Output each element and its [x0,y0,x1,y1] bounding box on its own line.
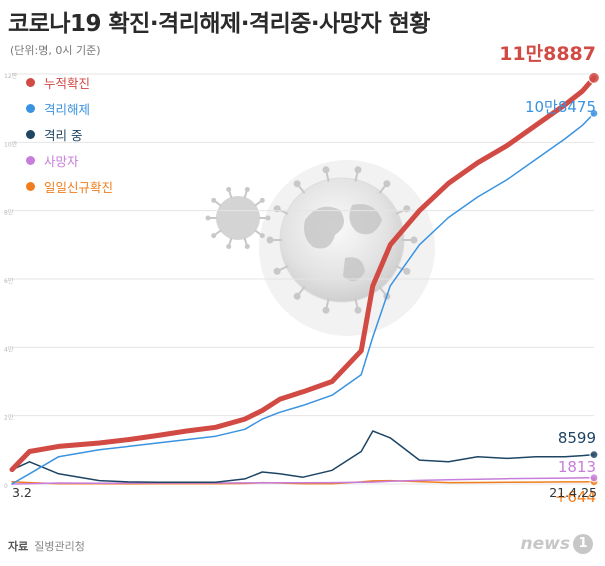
series-line [11,477,595,485]
virus-spike-tip [273,267,281,275]
series-end-label: +644 [555,488,596,506]
virus-spike-tip [259,233,265,239]
series-end-label: 11만8887 [499,43,596,65]
virus-spike-tip [322,306,330,314]
virus-spike-tip [273,205,281,213]
series-end-point [589,450,599,460]
virus-spike-tip [403,267,411,275]
legend-label: 격리해제 [44,101,91,117]
chart-lines [9,71,601,487]
y-tick-label: 4만 [4,345,14,353]
y-tick-label: 6만 [4,277,14,285]
small-virus [216,196,260,240]
chart-legend: 누적확진 격리해제 격리 중 사망자 일일신규확진 [26,72,113,202]
legend-item: 격리 중 [26,124,113,144]
brand-text: news [520,534,570,554]
virus-spike-tip [226,244,232,250]
y-tick-label: 12만 [4,72,18,80]
series-end-label: 8599 [558,429,596,447]
virus-spike-tip [244,244,250,250]
series-end-label: 10만8475 [525,98,596,116]
end-value-labels: 11만8887 10만8475 8599 1813 +644 [499,43,596,506]
y-tick-label: 8만 [4,209,14,217]
x-tick-start: 3.2 [12,485,32,500]
series-line [11,112,595,485]
virus-spike-tip [205,215,211,221]
series-line [11,430,595,484]
y-tick-label: 10만 [4,140,18,148]
series-line [9,75,597,473]
source-value: 질병관리청 [34,540,85,553]
brand-logo: news 1 [521,534,593,554]
chart-title: 코로나19 확진·격리해제·격리중·사망자 현황 [8,11,430,37]
series-end-point [589,108,599,118]
series-end-point [589,473,599,483]
virus-spike-tip [354,166,362,174]
brand-badge: 1 [573,534,593,554]
legend-label: 일일신규확진 [44,179,114,195]
legend-label: 누적확진 [44,75,91,91]
source-note: 자료 질병관리청 [8,538,85,554]
legend-item: 격리해제 [26,98,113,118]
chart-grid [12,73,594,485]
globe-continent [304,206,344,249]
virus-spike-tip [211,233,217,239]
source-label: 자료 [8,540,29,553]
series-end-label: 1813 [558,458,596,476]
virus-illustration [205,160,435,336]
chart-subtitle: (단위:명, 0시 기준) [10,44,101,57]
virus-spike-tip [244,186,250,192]
virus-spike-tip [354,306,362,314]
virus-spike-tip [265,215,271,221]
legend-swatch [26,129,35,139]
legend-item: 누적확진 [26,72,113,92]
virus-spike-tip [383,180,391,188]
y-tick-label: 2만 [4,414,14,422]
legend-item: 사망자 [26,150,113,170]
virus-spike-tip [266,236,274,244]
legend-swatch [26,155,35,165]
virus-spike-tip [403,205,411,213]
series-line [11,479,595,485]
legend-swatch [26,77,35,87]
legend-label: 사망자 [44,153,79,169]
virus-globe [279,177,405,303]
globe-continent [343,257,365,282]
legend-item: 일일신규확진 [26,176,113,196]
series-end-point [587,71,601,84]
virus-spike-tip [211,197,217,203]
x-tick-end: 21.4.25 [549,485,597,500]
y-axis-ticks: 0 2만 4만 6만 8만 10만 12만 [4,72,18,490]
virus-spike-tip [322,166,330,174]
virus-spike-tip [410,236,418,244]
virus-spike-tip [293,180,301,188]
globe-continent [349,204,382,235]
virus-spike-tip [226,186,232,192]
legend-label: 격리 중 [44,127,83,143]
virus-spike-tip [259,197,265,203]
virus-spike-tip [293,292,301,300]
legend-swatch [26,181,35,191]
y-tick-label: 0 [4,483,8,490]
legend-swatch [26,103,35,113]
